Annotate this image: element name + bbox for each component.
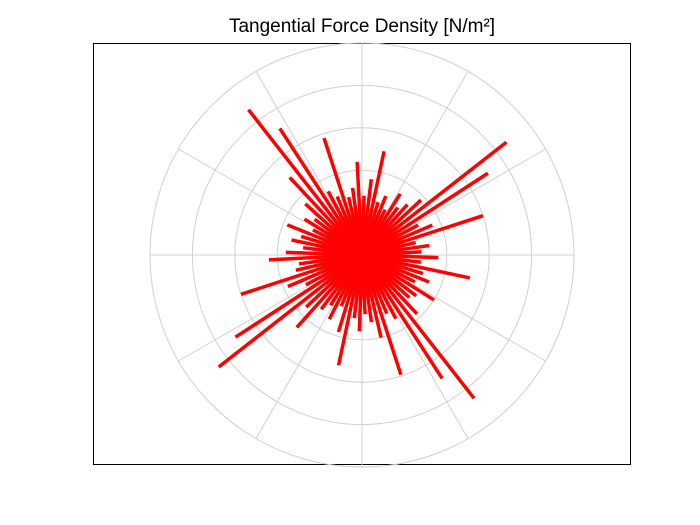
force-stem bbox=[361, 171, 489, 257]
chart-title: Tangential Force Density [N/m²] bbox=[229, 16, 495, 37]
force-stem bbox=[240, 253, 363, 296]
force-stem bbox=[360, 254, 444, 380]
force-stem bbox=[322, 137, 364, 256]
force-stem bbox=[247, 108, 364, 257]
force-stem bbox=[360, 140, 508, 257]
force-stem bbox=[234, 253, 363, 339]
force-stem bbox=[360, 253, 476, 400]
force-stem bbox=[361, 214, 484, 257]
force-stem bbox=[217, 253, 364, 369]
force-stem bbox=[360, 254, 403, 376]
force-stem bbox=[361, 253, 439, 260]
force-stem bbox=[278, 127, 364, 256]
